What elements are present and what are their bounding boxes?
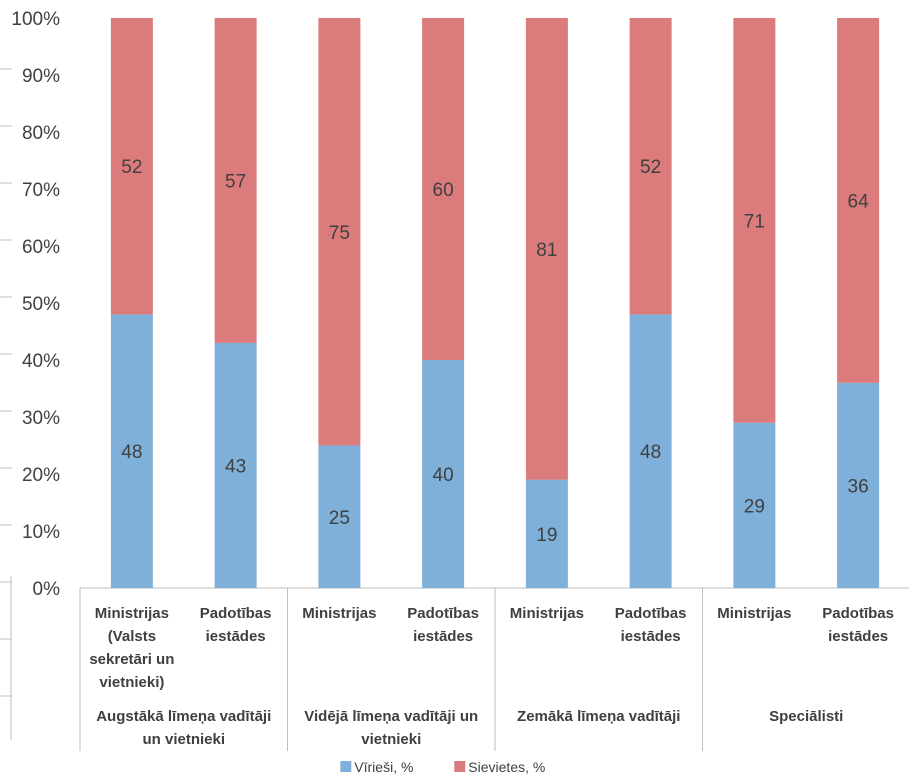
data-label: 40: [433, 465, 454, 486]
data-label: 52: [640, 157, 661, 178]
data-label: 75: [329, 223, 350, 244]
y-tick-label: 60%: [22, 237, 60, 258]
data-label: 60: [433, 180, 454, 201]
y-tick-label: 30%: [22, 408, 60, 429]
group-label: Vidējā līmeņa vadītāji un vietnieki: [304, 708, 478, 748]
legend-swatch: [454, 761, 466, 772]
data-label: 57: [225, 171, 246, 192]
axis-layer: 0% 10% 20% 30% 40% 50% 60% 70% 80% 90% 100%: [0, 9, 909, 751]
data-label: 52: [121, 157, 142, 178]
bars-layer: 48 52 43 57 25 75 40 60 19 81 48 52 29 71 36 64: [110, 18, 880, 588]
y-tick-label: 50%: [22, 294, 60, 315]
bar-segment: [214, 342, 257, 588]
bar-segment: [214, 18, 257, 343]
bar-segment: [110, 18, 153, 315]
data-label: 29: [744, 496, 765, 517]
bar-segment: [733, 422, 776, 588]
bar-segment: [318, 445, 361, 588]
data-label: 36: [848, 476, 869, 497]
bar-segment: [422, 18, 465, 360]
category-label: Padotības iestādes: [822, 605, 894, 645]
y-tick-label: 20%: [22, 465, 60, 486]
y-tick-label: 40%: [22, 351, 60, 372]
legend: Vīrieši, % Sievietes, %: [340, 759, 545, 775]
category-label: Ministrijas (Valsts sekretāri un vietnieki): [89, 605, 174, 691]
category-label: Padotības iestādes: [615, 605, 687, 645]
data-label: 43: [225, 456, 246, 477]
data-label: 48: [640, 442, 661, 463]
legend-label: Vīrieši, %: [354, 759, 413, 775]
bar-segment: [837, 18, 880, 383]
bar-segment: [629, 18, 672, 315]
y-tick-label: 0%: [33, 579, 61, 600]
y-tick-label: 10%: [22, 522, 60, 543]
data-label: 81: [536, 240, 557, 261]
bar-segment: [525, 18, 568, 480]
y-tick-label: 90%: [22, 66, 60, 87]
bar-segment: [525, 479, 568, 588]
data-label: 48: [121, 442, 142, 463]
category-label: Padotības iestādes: [200, 605, 272, 645]
legend-label: Sievietes, %: [468, 759, 545, 775]
y-tick-label: 100%: [11, 9, 60, 30]
legend-swatch: [340, 761, 352, 772]
bar-segment: [422, 360, 465, 588]
bar-segment: [837, 382, 880, 588]
group-label: Augstākā līmeņa vadītāji un vietnieki: [96, 708, 271, 748]
category-label: Ministrijas: [510, 605, 584, 622]
y-tick-label: 80%: [22, 123, 60, 144]
category-label: Padotības iestādes: [407, 605, 479, 645]
category-label: Ministrijas: [302, 605, 376, 622]
bar-segment: [110, 314, 153, 588]
data-label: 71: [744, 211, 765, 232]
bar-segment: [318, 18, 361, 446]
category-label: Ministrijas: [717, 605, 791, 622]
data-label: 19: [536, 525, 557, 546]
y-tick-label: 70%: [22, 180, 60, 201]
data-label: 64: [848, 191, 870, 212]
group-label: Zemākā līmeņa vadītāji: [517, 708, 680, 725]
bar-segment: [733, 18, 776, 423]
group-label: Speciālisti: [769, 708, 843, 725]
x-axis-labels: Ministrijas (Valsts sekretāri un vietnieki)…: [89, 605, 894, 748]
bar-segment: [629, 314, 672, 588]
data-label: 25: [329, 508, 350, 529]
